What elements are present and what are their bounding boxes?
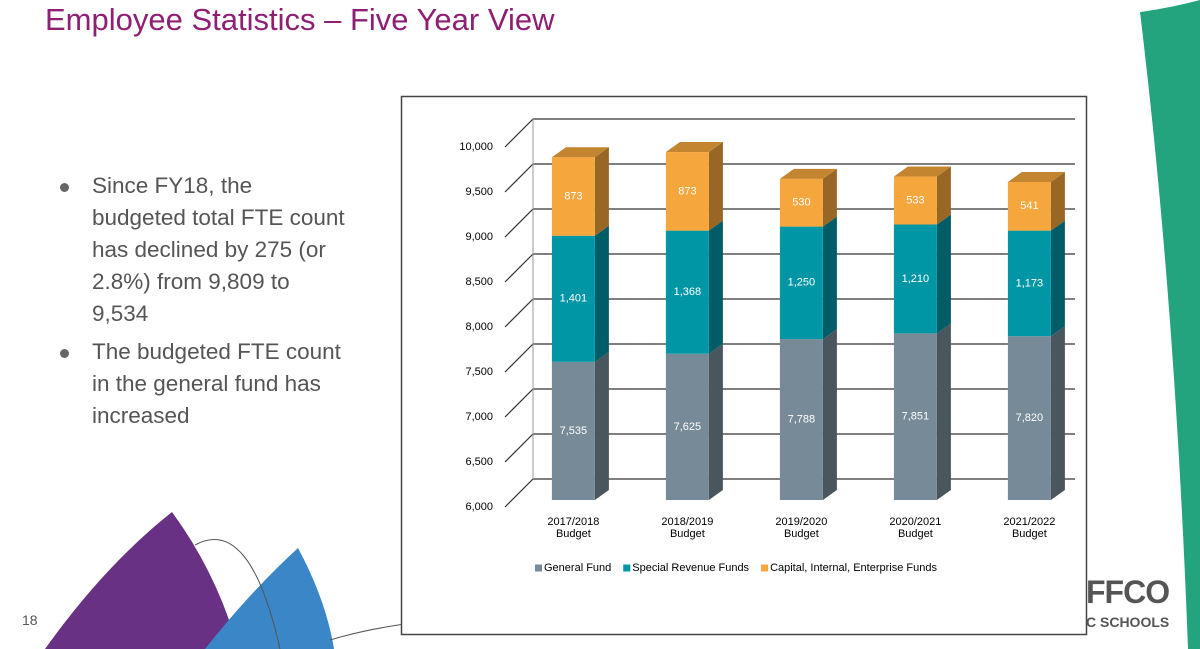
decor-blue [205, 548, 334, 649]
bar-side [936, 323, 951, 500]
bullet-list: Since FY18, the budgeted total FTE count… [58, 170, 348, 438]
bar-side [1050, 171, 1065, 231]
chart-frame [400, 95, 1088, 636]
bar [893, 224, 937, 334]
bar-side [708, 220, 723, 354]
bar [893, 333, 937, 500]
data-label: 533 [906, 194, 924, 206]
bar-top [1007, 171, 1065, 182]
data-label: 7,820 [1016, 412, 1044, 424]
bar-side [594, 351, 609, 500]
y-tick-label: 7,000 [465, 411, 493, 423]
bullet: The budgeted FTE count in the general fu… [58, 336, 348, 432]
y-tick-label: 10,000 [459, 141, 493, 153]
bar-side [1050, 326, 1065, 500]
x-tick-label: 2020/2021 Budget [889, 516, 942, 540]
data-label: 7,851 [902, 411, 930, 423]
legend-swatch [761, 564, 769, 572]
bar-side [1050, 220, 1065, 337]
bar-side [708, 142, 723, 231]
bar-top [551, 147, 609, 158]
logo-text: C SCHOOLS [1086, 614, 1170, 630]
data-label: 1,210 [902, 273, 930, 285]
bar [1007, 181, 1051, 231]
data-label: 1,368 [674, 286, 702, 298]
data-label: 541 [1020, 200, 1038, 212]
bar [551, 361, 595, 500]
y-tick-label: 6,000 [465, 501, 493, 513]
bar-side [594, 147, 609, 236]
slide-title: Employee Statistics – Five Year View [45, 2, 555, 37]
bar [551, 157, 595, 236]
data-label: 7,788 [788, 413, 816, 425]
y-tick-label: 9,000 [465, 231, 493, 243]
bar-side [822, 168, 837, 227]
data-label: 1,173 [1016, 277, 1044, 289]
bar-top [779, 168, 837, 179]
page-number: 18 [22, 612, 38, 628]
x-tick-label: 2021/2022 Budget [1003, 516, 1056, 540]
bar [779, 178, 823, 227]
bar-side [936, 214, 951, 334]
data-label: 7,535 [560, 425, 588, 437]
bar [1007, 336, 1051, 500]
data-label: 873 [678, 185, 696, 197]
bar-side [822, 329, 837, 500]
bar-side [594, 225, 609, 362]
bar-side [936, 166, 951, 225]
bar [665, 353, 709, 500]
bar [1007, 230, 1051, 337]
bar [665, 152, 709, 231]
data-label: 1,401 [560, 293, 588, 305]
bar [779, 339, 823, 500]
data-label: 873 [564, 190, 582, 202]
decor-arc [194, 539, 281, 649]
legend-label: General Fund [544, 562, 611, 574]
bullet: Since FY18, the budgeted total FTE count… [58, 170, 348, 330]
bar-side [822, 216, 837, 340]
y-tick-label: 9,500 [465, 186, 493, 198]
legend-label: Capital, Internal, Enterprise Funds [770, 562, 937, 574]
x-tick-label: 2018/2019 Budget [661, 516, 714, 540]
legend-swatch [535, 564, 542, 572]
y-tick-label: 8,500 [465, 276, 493, 288]
bar [779, 226, 823, 340]
bar [893, 176, 937, 225]
logo-text: FFCO [1086, 574, 1170, 610]
data-label: 530 [792, 197, 810, 209]
legend-swatch [623, 564, 631, 572]
legend-label: Special Revenue Funds [632, 562, 749, 574]
data-label: 1,250 [788, 277, 816, 289]
data-label: 7,625 [674, 421, 702, 433]
y-tick-label: 7,500 [465, 366, 493, 378]
bar [551, 235, 595, 362]
x-tick-label: 2019/2020 Budget [775, 516, 828, 540]
y-tick-label: 6,500 [465, 456, 493, 468]
bar-side [708, 343, 723, 500]
decor-purple [45, 512, 238, 649]
decor-green [1140, 0, 1200, 649]
bar-top [665, 142, 723, 153]
bar [665, 230, 709, 354]
y-tick-label: 8,000 [465, 321, 493, 333]
bar-top [893, 166, 951, 177]
x-tick-label: 2017/2018 Budget [547, 516, 600, 540]
